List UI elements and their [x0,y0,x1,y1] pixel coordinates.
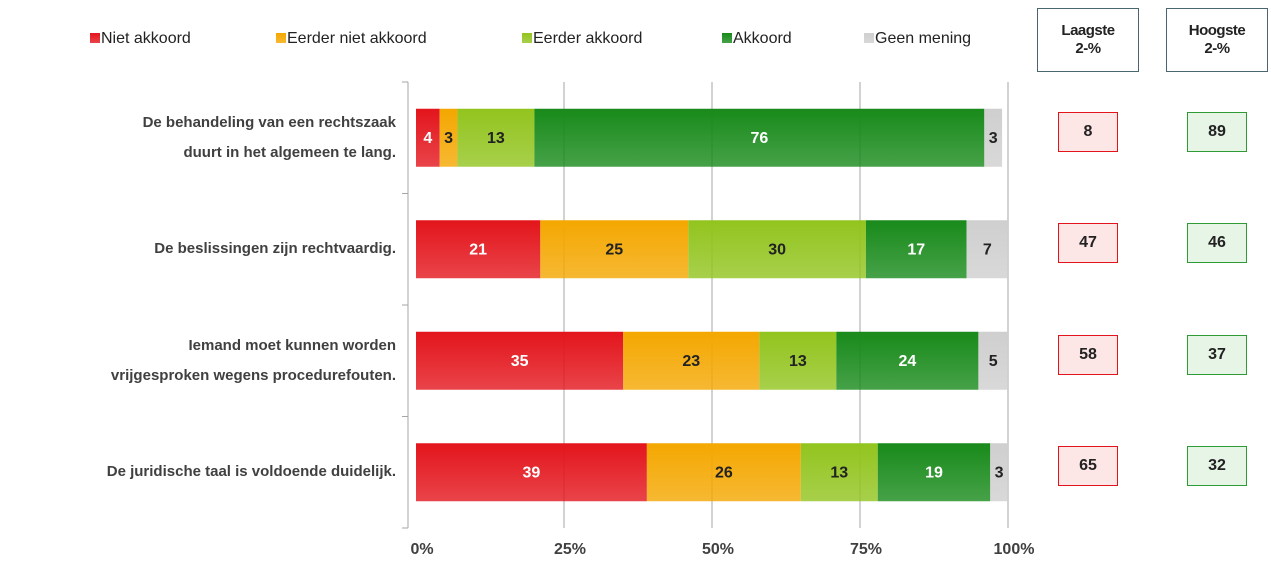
x-tick-label: 75% [850,541,882,558]
data-label: 13 [789,353,807,370]
bar-segment [990,443,1008,502]
bar-segment [966,220,1008,279]
bar-segment [540,220,689,279]
x-tick-label: 0% [410,541,433,558]
data-label: 24 [898,353,916,370]
data-label: 30 [768,241,786,258]
bar-segment [416,331,624,390]
summary-value: 32 [1187,446,1247,487]
legend-swatch [722,33,732,43]
bar-segment [978,331,1008,390]
data-label: 25 [605,241,623,258]
data-label: 76 [750,130,768,147]
bar-segment [457,108,535,167]
data-label: 7 [983,241,992,258]
legend-swatch [522,33,532,43]
bar-segment [877,443,991,502]
summary-value: 58 [1058,334,1118,375]
bar-segment [416,220,541,279]
data-label: 17 [907,241,925,258]
data-label: 19 [925,464,943,481]
data-label: 4 [423,130,432,147]
summary-value: 47 [1058,223,1118,264]
x-tick-label: 50% [702,541,734,558]
data-label: 13 [487,130,505,147]
summary-value: 65 [1058,446,1118,487]
summary-value: 89 [1187,111,1247,152]
data-label: 21 [469,241,487,258]
x-tick-label: 100% [994,541,1035,558]
legend-swatch [90,33,100,43]
data-label: 5 [989,353,998,370]
summary-value: 46 [1187,223,1247,264]
bar-segment [865,220,967,279]
legend-swatch [276,33,286,43]
data-label: 35 [511,353,529,370]
legend-label: Eerder akkoord [533,30,642,47]
data-label: 39 [523,464,541,481]
legend-label: Geen mening [875,30,971,47]
bar-segment [623,331,760,390]
bar-segment [759,331,837,390]
bar-segment [688,220,866,279]
data-label: 26 [715,464,733,481]
category-label: De juridische taal is voldoende duidelij… [106,463,396,481]
summary-header: Laagste 2-% [1037,8,1139,72]
category-label: De behandeling van een rechtszaak duurt … [142,113,396,161]
legend-label: Eerder niet akkoord [287,30,427,47]
x-tick-label: 25% [554,541,586,558]
bar-segment [416,443,647,502]
category-label: Iemand moet kunnen worden vrijgesproken … [110,336,396,384]
data-label: 23 [682,353,700,370]
legend-label: Niet akkoord [101,30,191,47]
summary-value: 37 [1187,334,1247,375]
summary-value: 8 [1058,111,1118,152]
legend-label: Akkoord [733,30,792,47]
legend-swatch [864,33,874,43]
category-label: De beslissingen zijn rechtvaardig. [154,240,396,258]
summary-header: Hoogste 2-% [1166,8,1268,72]
bar-segment [416,108,440,167]
bar-segment [534,108,985,167]
data-label: 3 [989,130,998,147]
bar-segment [836,331,979,390]
data-label: 13 [830,464,848,481]
bar-segment [800,443,878,502]
bar-segment [984,108,1003,167]
data-label: 3 [995,464,1004,481]
bar-segment [646,443,801,502]
bar-segment [439,108,458,167]
data-label: 3 [444,130,453,147]
